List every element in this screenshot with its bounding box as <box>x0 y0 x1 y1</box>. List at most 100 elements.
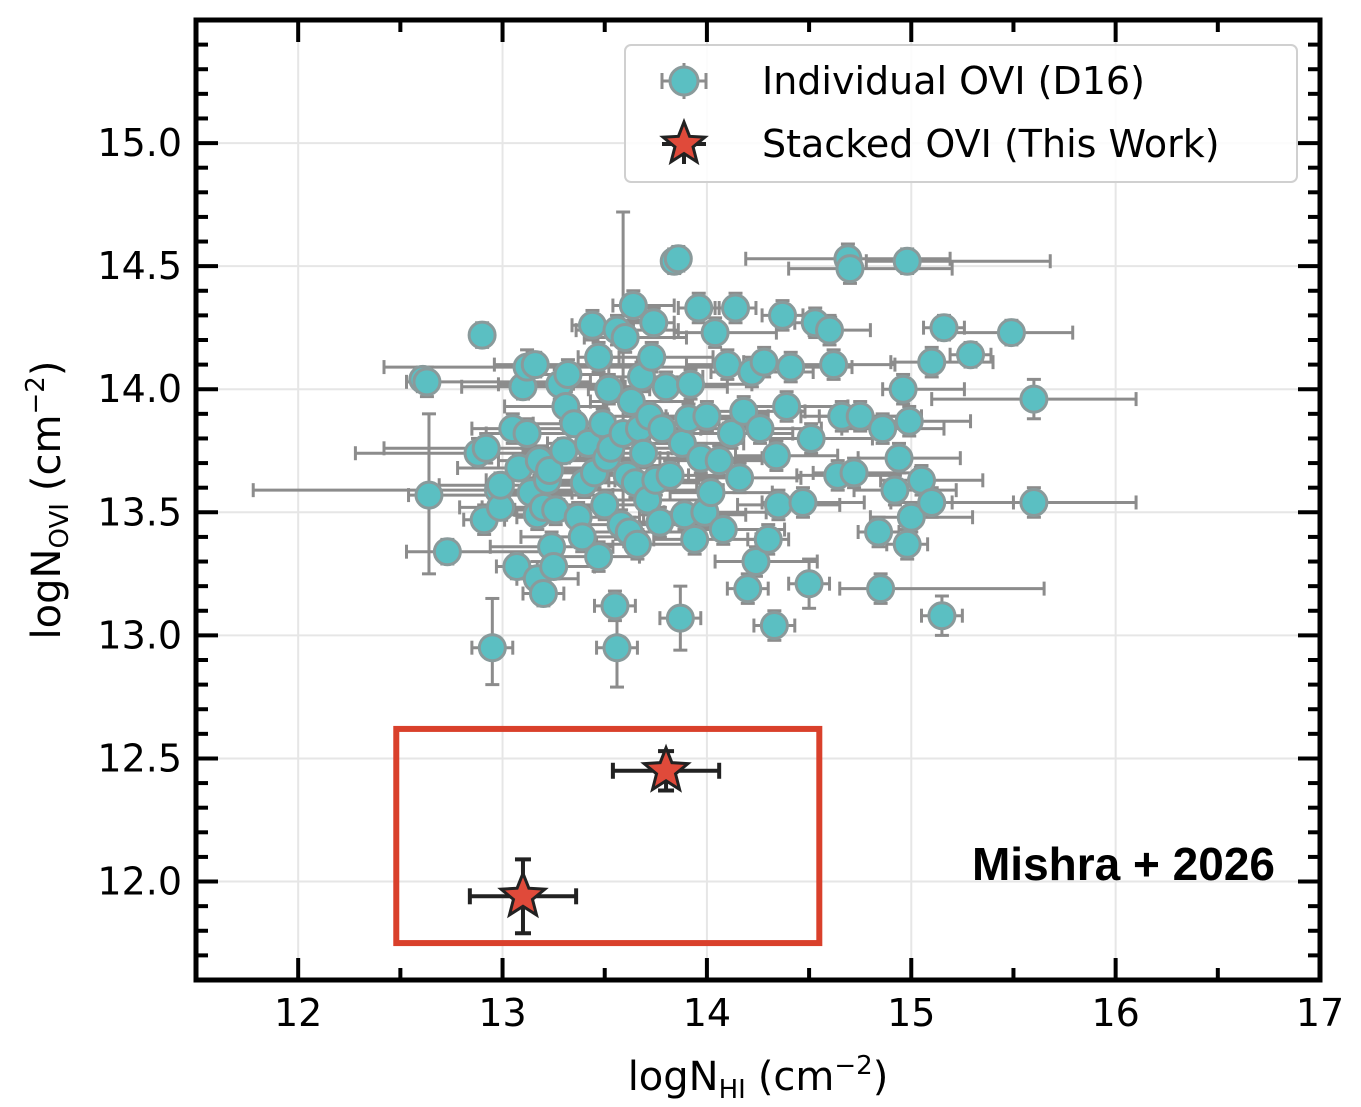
y-tick-label: 14.0 <box>97 367 182 411</box>
individual-point <box>768 300 798 330</box>
individual-point <box>796 423 826 453</box>
individual-point <box>414 480 444 510</box>
individual-point <box>590 490 620 520</box>
x-tick-label: 14 <box>683 991 731 1035</box>
individual-point <box>1019 384 1049 414</box>
credit-annotation: Mishra + 2026 <box>972 838 1275 890</box>
individual-point <box>692 401 722 431</box>
individual-point <box>520 350 550 380</box>
legend: Individual OVI (D16) Stacked OVI (This W… <box>624 44 1298 183</box>
axis-ticks <box>194 18 1322 982</box>
individual-point <box>729 396 759 426</box>
tick-labels: 12 13 14 15 16 17 12.0 12.5 13.0 13.5 14.0 14.5 15.0 <box>97 121 1344 1035</box>
individual-point <box>888 374 918 404</box>
individual-points <box>408 244 1049 663</box>
x-axis-title-sub: HI <box>719 1075 746 1105</box>
legend-marker-individual <box>660 63 708 99</box>
y-axis-title-sub: OVI <box>45 503 75 548</box>
individual-point <box>956 340 986 370</box>
individual-point <box>467 320 497 350</box>
individual-point <box>663 244 693 274</box>
individual-point <box>880 475 910 505</box>
individual-point <box>471 433 501 463</box>
y-tick-label: 12.0 <box>97 860 182 904</box>
individual-point <box>432 537 462 567</box>
individual-point <box>486 470 516 500</box>
individual-point <box>712 350 742 380</box>
y-tick-label: 12.5 <box>97 736 182 780</box>
individual-point <box>602 633 632 663</box>
individual-point <box>745 414 775 444</box>
individual-point <box>725 463 755 493</box>
individual-point <box>584 342 614 372</box>
x-tick-label: 13 <box>478 991 526 1035</box>
individual-point <box>680 524 710 554</box>
individual-point <box>896 502 926 532</box>
individual-point <box>753 524 783 554</box>
legend-box <box>624 44 1298 183</box>
x-axis-title-exp: −2 <box>834 1051 872 1081</box>
individual-point <box>647 414 677 444</box>
individual-point <box>892 529 922 559</box>
individual-point <box>892 246 922 276</box>
individual-point <box>759 611 789 641</box>
individual-point <box>637 342 667 372</box>
individual-point <box>776 352 806 382</box>
individual-point <box>815 315 845 345</box>
individual-point <box>639 308 669 338</box>
individual-point <box>839 458 869 488</box>
individual-point <box>733 574 763 604</box>
individual-point <box>716 419 746 449</box>
highlight-box-group <box>393 725 823 947</box>
individual-point <box>819 350 849 380</box>
individual-point <box>749 347 779 377</box>
individual-point <box>772 391 802 421</box>
y-axis-title-exp: −2 <box>21 376 51 414</box>
individual-point <box>864 517 894 547</box>
individual-point <box>794 569 824 599</box>
individual-point <box>700 318 730 348</box>
y-axis-title-unit: (cm <box>24 415 70 492</box>
x-axis-title: logNHI (cm−2) <box>628 1051 889 1105</box>
legend-label-individual: Individual OVI (D16) <box>762 59 1145 103</box>
individual-point <box>708 515 738 545</box>
highlight-box <box>393 725 823 947</box>
individual-point <box>884 443 914 473</box>
stacked-point <box>497 869 549 919</box>
individual-point <box>763 490 793 520</box>
individual-point <box>655 460 685 490</box>
individual-point <box>696 478 726 508</box>
individual-point <box>917 347 947 377</box>
individual-point <box>996 318 1026 348</box>
individual-point <box>651 372 681 402</box>
individual-point <box>528 579 558 609</box>
individual-point <box>868 414 898 444</box>
individual-point <box>721 293 751 323</box>
x-axis-title-unit: (cm <box>758 1054 835 1100</box>
individual-point <box>559 409 589 439</box>
x-axis-title-close: ) <box>873 1054 889 1100</box>
y-tick-label: 13.5 <box>97 490 182 534</box>
y-axis-title-main: logN <box>24 549 70 640</box>
y-axis-title: logNOVI (cm−2) <box>21 361 75 640</box>
x-tick-label: 16 <box>1091 991 1139 1035</box>
individual-point <box>477 633 507 663</box>
individual-point <box>622 529 652 559</box>
individual-point <box>866 574 896 604</box>
individual-point <box>512 419 542 449</box>
individual-point <box>684 293 714 323</box>
individual-point <box>1019 487 1049 517</box>
individual-point <box>600 591 630 621</box>
x-tick-label: 12 <box>274 991 322 1035</box>
individual-point <box>665 603 695 633</box>
stacked-points <box>467 743 722 936</box>
individual-point <box>704 446 734 476</box>
individual-point <box>535 455 565 485</box>
y-tick-label: 13.0 <box>97 613 182 657</box>
individual-point <box>894 406 924 436</box>
individual-point <box>645 507 675 537</box>
individual-point <box>788 487 818 517</box>
legend-marker-stacked <box>659 117 709 166</box>
individual-point <box>584 542 614 572</box>
individual-point <box>539 551 569 581</box>
